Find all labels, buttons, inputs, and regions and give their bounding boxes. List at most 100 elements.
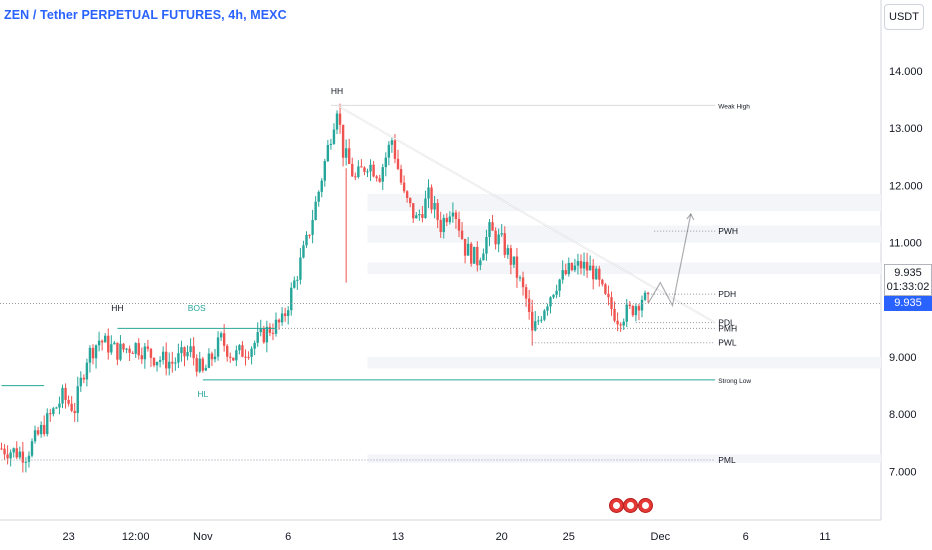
us-event-1-icon[interactable]	[609, 498, 624, 513]
candle-body	[216, 337, 220, 357]
candle-body	[76, 386, 79, 414]
candle-body	[43, 424, 46, 435]
candle-body	[451, 212, 455, 217]
candle-body	[277, 319, 281, 323]
candle-body	[643, 292, 647, 300]
candle-body	[210, 353, 214, 360]
candle-body	[637, 306, 641, 311]
candle-body	[524, 287, 528, 299]
candle-body	[442, 217, 445, 233]
y-tick-label: 13.000	[889, 123, 923, 135]
candle-body	[357, 166, 360, 178]
bar-countdown: 01:33:02	[886, 281, 930, 293]
candle-body	[262, 328, 265, 343]
candle-body	[601, 279, 604, 285]
projection-path	[647, 213, 692, 308]
candle-body	[82, 377, 86, 380]
trendline	[336, 104, 716, 324]
us-event-3-icon[interactable]	[638, 498, 653, 513]
candle-body	[73, 410, 76, 414]
candle-body	[189, 346, 192, 353]
candle-body	[479, 260, 482, 266]
candle-body	[427, 187, 430, 199]
candle-body	[180, 347, 183, 354]
candle-body	[222, 333, 226, 346]
candle-body	[171, 361, 174, 364]
candle-body	[460, 230, 464, 239]
candle-body	[628, 304, 631, 306]
last-price-box: 9.935 01:33:02	[884, 264, 932, 296]
candle-body	[573, 265, 577, 271]
candle-body	[351, 163, 354, 177]
x-tick-label: 25	[563, 531, 575, 543]
candle-body	[463, 238, 467, 256]
candle-body	[146, 346, 150, 349]
x-tick-label: 6	[743, 531, 749, 543]
candle-body	[226, 345, 229, 357]
candle-body	[256, 332, 259, 343]
candle-body	[311, 219, 314, 235]
candle-body	[534, 321, 537, 331]
us-event-2-icon[interactable]	[623, 498, 638, 513]
level-label: PDL	[718, 318, 735, 328]
candle-body	[503, 233, 506, 255]
candle-body	[79, 377, 82, 387]
candle-body	[390, 140, 394, 145]
candle-body	[588, 265, 592, 271]
candle-body	[253, 342, 256, 349]
candle-body	[293, 280, 296, 288]
candle-body	[70, 403, 73, 411]
candle-body	[372, 164, 375, 177]
candle-body	[537, 320, 540, 322]
y-tick-label: 14.000	[889, 66, 923, 78]
candle-body	[341, 124, 345, 158]
candle-body	[247, 356, 250, 358]
candle-body	[399, 169, 403, 183]
candle-body	[195, 358, 198, 372]
candle-body	[308, 234, 311, 236]
candle-body	[268, 326, 272, 333]
level-label: PDH	[718, 289, 736, 299]
candle-body	[354, 176, 357, 178]
candle-body	[299, 257, 302, 280]
candle-body	[3, 448, 6, 455]
candle-body	[250, 348, 253, 357]
candle-body	[470, 243, 473, 264]
candle-body	[424, 198, 427, 218]
candle-body	[570, 262, 574, 271]
candle-body	[64, 387, 67, 400]
candle-body	[366, 171, 369, 173]
candle-body	[0, 448, 3, 450]
candle-body	[24, 461, 28, 463]
candle-body	[177, 353, 180, 363]
candle-body	[409, 197, 412, 204]
level-label: PML	[718, 455, 736, 465]
candle-body	[360, 166, 363, 168]
candle-body	[201, 358, 204, 371]
candle-body	[238, 345, 241, 351]
candle-body	[165, 351, 168, 369]
candle-body	[335, 113, 339, 130]
candle-body	[576, 261, 580, 266]
x-tick-label: 23	[62, 531, 74, 543]
candle-body	[131, 352, 134, 354]
candle-body	[186, 352, 189, 357]
zone-4	[367, 454, 881, 463]
candle-body	[582, 261, 586, 269]
projection-arrowhead	[686, 212, 695, 221]
candle-body	[323, 161, 326, 181]
candle-body	[613, 308, 616, 321]
structure-label: HH	[331, 86, 343, 96]
candle-body	[521, 277, 525, 288]
candle-body	[344, 148, 348, 158]
candle-body	[9, 452, 12, 459]
candle-body	[482, 253, 485, 261]
candle-body	[561, 270, 564, 280]
currency-button[interactable]: USDT	[884, 4, 924, 30]
candle-body	[168, 361, 171, 369]
candle-body	[55, 407, 58, 409]
candle-body	[430, 187, 433, 210]
x-tick-label: 6	[285, 531, 291, 543]
candle-body	[646, 292, 650, 295]
